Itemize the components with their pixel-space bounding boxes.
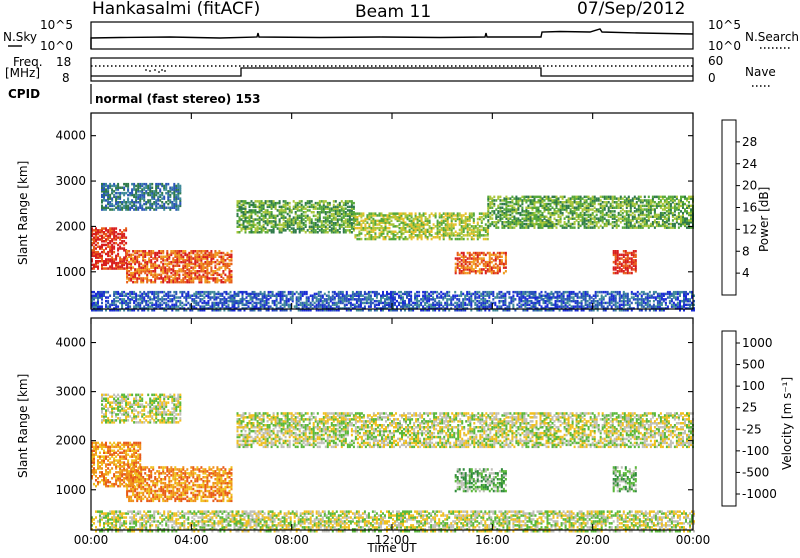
freq-tick-bottom: 8 (62, 71, 70, 85)
power-colorbar-tick-label: 8 (742, 244, 750, 258)
nsky-trace (91, 29, 693, 49)
velocity-ytick-label: 1000 (55, 483, 86, 497)
time-tick-label: 16:00 (475, 533, 510, 547)
velocity-colorbar-frame (722, 331, 736, 506)
nsky-label: N.Sky (3, 30, 37, 44)
power-colorbar-tick-label: 28 (742, 135, 757, 149)
time-xlabel: Time UT (366, 541, 417, 554)
power-colorbar-tick-label: 16 (742, 201, 757, 215)
power-colorbar-tick-label: 20 (742, 179, 757, 193)
velocity-ytick-label: 4000 (55, 336, 86, 350)
nsky-panel-frame (91, 22, 693, 49)
nave-tick-bottom: 0 (708, 71, 716, 85)
nave-label: Nave (745, 65, 776, 79)
power-ytick-label: 1000 (55, 265, 86, 279)
freq-panel-frame (91, 58, 693, 81)
power-colorbar-label: Power [dB] (757, 187, 771, 252)
power-colorbar: 4 8 12 16 20 24 28 (722, 120, 757, 295)
velocity-colorbar-label: Velocity [m s⁻¹] (780, 377, 794, 470)
power-colorbar-tick-label: 12 (742, 222, 757, 236)
beam-title: Beam 11 (355, 2, 431, 22)
power-ylabel: Slant Range [km] (16, 161, 30, 265)
power-ytick-label: 3000 (55, 174, 86, 188)
velocity-colorbar: 1000 500 100 25 -25 -100 -500 -1000 (722, 331, 777, 506)
nsearch-tick-bottom: 10^0 (708, 39, 741, 53)
nsky-tick-bottom: 10^0 (40, 39, 73, 53)
freq-label-2: [MHz] (5, 66, 40, 80)
nave-trace (91, 68, 693, 76)
cpid-value: normal (fast stereo) 153 (95, 92, 261, 106)
velocity-colorbar-tick-label: 500 (742, 358, 765, 372)
power-colorbar-tick-label: 24 (742, 157, 757, 171)
velocity-colorbar-tick-label: 1000 (742, 336, 773, 350)
nsky-tick-top: 10^5 (40, 18, 73, 32)
velocity-ytick-label: 2000 (55, 434, 86, 448)
power-ytick-label: 4000 (55, 129, 86, 143)
time-tick-label: 00:00 (74, 533, 109, 547)
power-colorbar-frame (722, 120, 736, 295)
station-title: Hankasalmi (fitACF) (92, 0, 260, 19)
velocity-colorbar-tick-label: 25 (742, 401, 757, 415)
velocity-colorbar-tick-label: -25 (742, 422, 762, 436)
freq-scatter (145, 69, 166, 73)
velocity-ylabel: Slant Range [km] (16, 374, 30, 478)
velocity-colorbar-tick-label: -100 (742, 444, 769, 458)
velocity-colorbar-tick-label: -500 (742, 465, 769, 479)
nsearch-label: N.Search (745, 30, 799, 44)
cpid-label: CPID (8, 87, 40, 101)
power-ytick-label: 2000 (55, 219, 86, 233)
time-tick-label: 00:00 (676, 533, 711, 547)
power-colorbar-tick-label: 4 (742, 266, 750, 280)
time-tick-label: 08:00 (274, 533, 309, 547)
nsearch-tick-top: 10^5 (708, 18, 741, 32)
velocity-colorbar-tick-label: -1000 (742, 487, 777, 501)
velocity-ytick-label: 3000 (55, 385, 86, 399)
date-title: 07/Sep/2012 (577, 0, 685, 19)
time-tick-label: 20:00 (575, 533, 610, 547)
nave-tick-top: 60 (708, 54, 723, 68)
freq-tick-top: 18 (56, 55, 71, 69)
time-tick-label: 04:00 (174, 533, 209, 547)
power-band-7 (613, 250, 637, 274)
velocity-colorbar-tick-label: 100 (742, 379, 765, 393)
